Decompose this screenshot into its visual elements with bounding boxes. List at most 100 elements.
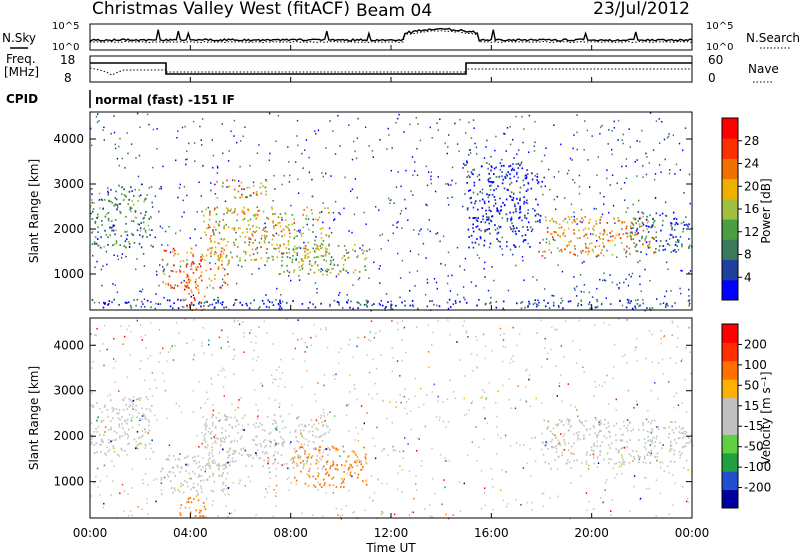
echo-pixel [130,186,132,189]
echo-pixel [499,240,501,243]
scatter-pixel [625,278,627,280]
echo-pixel [529,226,532,229]
echo-pixel [615,448,617,450]
echo-pixel [339,270,342,273]
echo-pixel [182,298,184,301]
echo-pixel [255,258,258,261]
scatter-pixel [665,261,668,264]
scatter-pixel [582,366,584,369]
scatter-pixel [573,276,575,278]
scatter-pixel [286,478,289,481]
scatter-pixel [241,265,243,268]
scatter-pixel [381,482,383,485]
scatter-pixel [688,327,690,329]
echo-pixel [634,245,637,248]
echo-pixel [411,300,414,302]
echo-pixel [285,247,288,249]
colorbar-segment [722,138,738,159]
scatter-pixel [659,214,661,217]
scatter-pixel [635,337,638,340]
echo-pixel [452,303,455,306]
echo-pixel [688,437,690,439]
echo-pixel [356,464,359,467]
echo-pixel [192,272,195,274]
echo-pixel [195,462,198,465]
scatter-pixel [226,451,228,454]
scatter-pixel [348,124,350,126]
scatter-pixel [200,237,202,239]
echo-pixel [144,229,147,232]
echo-pixel [112,439,114,442]
scatter-pixel [177,466,179,468]
echo-pixel [251,248,254,251]
scatter-pixel [296,135,298,137]
scatter-pixel [114,284,116,286]
echo-pixel [594,306,597,309]
scatter-pixel [544,347,546,349]
scatter-pixel [155,387,158,389]
echo-pixel [124,230,127,233]
echo-pixel [608,431,611,434]
scatter-pixel [475,146,478,149]
scatter-pixel [660,342,663,345]
scatter-pixel [116,157,119,160]
scatter-pixel [288,181,291,183]
echo-pixel [298,261,300,264]
scatter-pixel [113,337,115,340]
echo-pixel [466,208,469,211]
echo-pixel [209,247,211,250]
echo-pixel [629,302,631,305]
scatter-pixel [591,296,594,298]
echo-pixel [321,421,323,423]
scatter-pixel [531,437,533,439]
echo-pixel [501,182,504,185]
echo-pixel [646,307,648,309]
echo-pixel [679,454,682,456]
echo-pixel [130,220,133,222]
scatter-pixel [361,428,363,431]
echo-pixel [103,301,105,304]
echo-pixel [103,406,106,408]
echo-pixel [244,236,247,238]
echo-pixel [135,447,137,450]
scatter-pixel [279,378,281,380]
scatter-pixel [305,139,308,141]
echo-pixel [294,236,296,238]
echo-pixel [97,425,100,428]
echo-pixel [237,246,239,248]
scatter-pixel [671,320,673,323]
echo-pixel [563,439,566,441]
scatter-pixel [189,237,191,239]
echo-pixel [91,210,94,213]
echo-pixel [132,234,134,236]
scatter-pixel [648,330,651,332]
echo-pixel [321,440,324,442]
colorbar-frame [721,323,739,509]
echo-pixel [648,243,651,246]
echo-pixel [630,236,632,239]
echo-pixel [294,430,296,433]
echo-pixel [138,242,141,245]
scatter-pixel [672,321,674,324]
echo-pixel [179,511,181,514]
scatter-pixel [526,202,529,205]
scatter-pixel [625,211,627,213]
echo-pixel [209,237,211,240]
echo-pixel [586,237,589,239]
echo-pixel [661,461,664,464]
echo-pixel [104,215,107,218]
echo-pixel [305,218,307,220]
echo-pixel [490,169,492,172]
scatter-pixel [485,396,488,399]
scatter-pixel [113,254,115,256]
scatter-pixel [224,493,226,496]
echo-pixel [525,190,528,192]
scatter-pixel [334,218,336,220]
scatter-pixel [282,427,284,430]
echo-pixel [217,242,220,245]
echo-pixel [342,269,345,271]
echo-pixel [595,234,598,237]
echo-pixel [205,428,207,431]
scatter-pixel [659,142,661,144]
